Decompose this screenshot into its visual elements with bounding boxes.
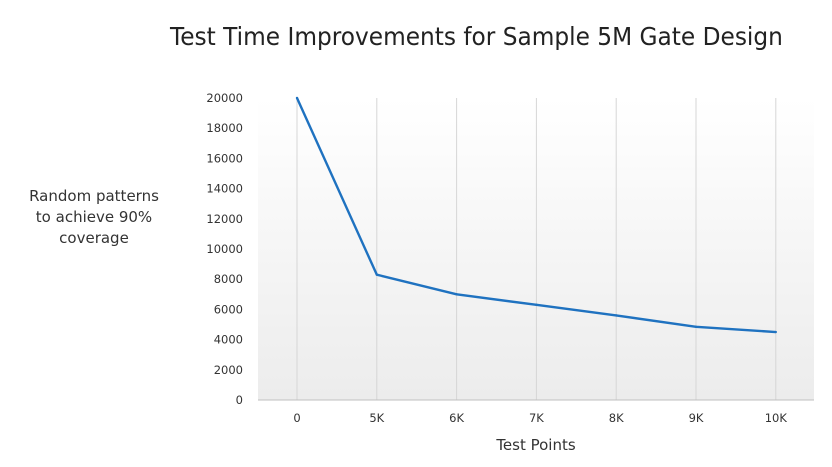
y-tick-label: 20000 bbox=[206, 91, 243, 105]
y-tick-label: 10000 bbox=[206, 242, 243, 256]
chart-title: Test Time Improvements for Sample 5M Gat… bbox=[170, 22, 783, 51]
data-point bbox=[295, 96, 299, 100]
x-tick-label: 7K bbox=[529, 411, 544, 425]
y-tick-label: 12000 bbox=[206, 212, 243, 226]
x-tick-label: 9K bbox=[689, 411, 704, 425]
data-point bbox=[774, 330, 777, 334]
y-tick-label: 0 bbox=[236, 393, 243, 407]
y-tick-label: 14000 bbox=[206, 182, 243, 196]
x-tick-label: 0 bbox=[293, 411, 300, 425]
y-tick-label: 2000 bbox=[214, 363, 243, 377]
x-tick-label: 10K bbox=[765, 411, 788, 425]
x-tick-label: 6K bbox=[449, 411, 464, 425]
y-tick-label: 6000 bbox=[214, 302, 243, 316]
data-point bbox=[535, 303, 538, 307]
y-tick-label: 4000 bbox=[214, 333, 243, 347]
data-point bbox=[694, 325, 698, 328]
y-axis-label: Random patterns to achieve 90% coverage bbox=[29, 187, 159, 247]
data-point bbox=[615, 314, 618, 317]
data-point bbox=[455, 293, 458, 296]
x-tick-label: 5K bbox=[369, 411, 384, 425]
y-tick-label: 16000 bbox=[206, 151, 243, 165]
data-point bbox=[375, 273, 378, 276]
y-axis-ticks: 0 2000 4000 6000 8000 10000 12000 14000 16000 180… bbox=[206, 91, 243, 407]
y-tick-label: 18000 bbox=[206, 121, 243, 135]
x-axis-ticks: 0 5K 6K 7K 8K 9K 10K bbox=[293, 411, 787, 425]
grid-lines bbox=[296, 98, 777, 400]
series-group bbox=[295, 96, 777, 334]
x-axis-label: Test Points bbox=[496, 436, 576, 454]
x-tick-label: 8K bbox=[609, 411, 624, 425]
y-tick-label: 8000 bbox=[214, 272, 243, 286]
